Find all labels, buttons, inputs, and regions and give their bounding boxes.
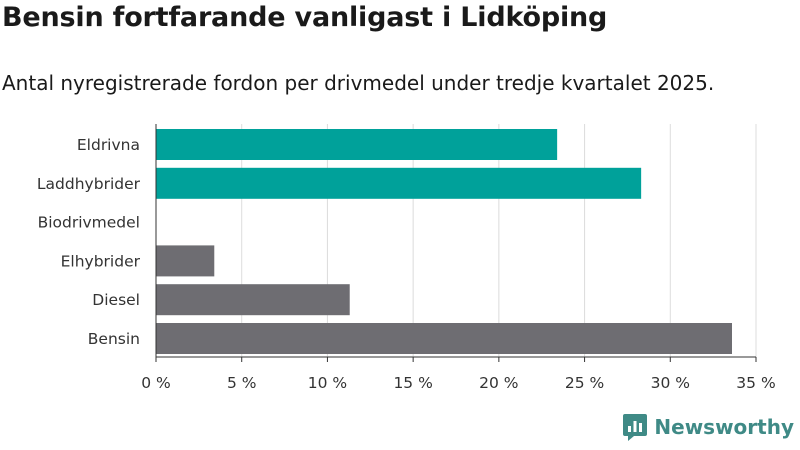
x-tick-label: 10 % (308, 374, 347, 392)
x-tick-label: 25 % (565, 374, 604, 392)
category-label: Eldrivna (77, 136, 140, 154)
category-label: Diesel (92, 291, 140, 309)
category-label: Bensin (88, 330, 140, 348)
x-tick-label: 15 % (393, 374, 432, 392)
newsworthy-logo-icon (623, 414, 648, 441)
bar (156, 323, 732, 354)
bar (156, 284, 350, 316)
bar (156, 167, 642, 199)
x-tick-label: 0 % (141, 374, 171, 392)
chart-title: Bensin fortfarande vanligast i Lidköping (2, 2, 608, 33)
bar (156, 129, 558, 160)
x-tick-label: 20 % (479, 374, 518, 392)
x-tick-label: 5 % (227, 374, 257, 392)
x-tick-label: 30 % (651, 374, 690, 392)
brand-name: Newsworthy (654, 415, 794, 439)
category-label: Elhybrider (61, 252, 141, 270)
brand-logo: Newsworthy (622, 412, 794, 442)
x-tick-label: 35 % (736, 374, 775, 392)
bar (156, 245, 215, 277)
category-label: Laddhybrider (37, 175, 141, 193)
category-label: Biodrivmedel (38, 214, 140, 232)
chart-subtitle: Antal nyregistrerade fordon per drivmede… (2, 71, 715, 95)
